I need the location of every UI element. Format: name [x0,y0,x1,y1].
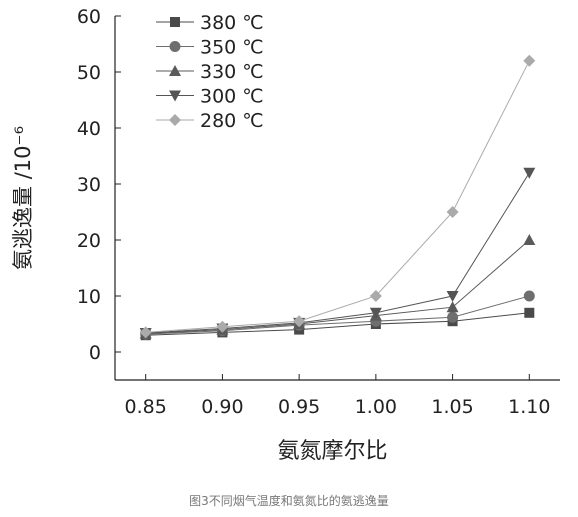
y-tick-label: 30 [77,174,101,196]
y-tick-label: 20 [77,230,101,252]
series-4 [139,54,536,339]
y-tick-label: 40 [77,118,101,140]
data-point [446,291,459,302]
series-line [145,239,530,335]
legend-item: 280 ℃ [156,110,264,132]
axes: 0 10 20 30 40 50 60 0.85 0.90 0.95 1.00 1.05 1.10 氨氮摩… [11,6,560,464]
x-tick-label: 1.05 [431,396,473,418]
legend-item: 330 ℃ [156,61,264,83]
figure-caption: 图3不同烟气温度和氨氮比的氨逃逸量 [189,494,389,508]
y-tick-label: 0 [89,342,101,364]
legend-marker [169,41,181,52]
series-line [145,312,530,336]
data-point [523,167,536,179]
data-point [293,315,306,328]
legend-label: 280 ℃ [200,110,264,132]
data-point [446,301,459,313]
y-axis-label: 氨逃逸量 /10⁻⁶ [11,126,35,270]
x-axis-label: 氨氮摩尔比 [277,439,387,464]
x-tick-label: 1.10 [508,396,550,418]
y-tick-label: 60 [77,6,101,28]
legend-item: 350 ℃ [156,37,264,59]
data-point [216,320,229,333]
legend-marker [170,17,180,27]
legend-label: 380 ℃ [200,12,264,34]
x-tick-label: 0.85 [125,396,167,418]
y-tick-label: 10 [77,286,101,308]
series-line [145,60,530,333]
legend-marker [169,65,181,76]
data-point [369,307,382,319]
data-point [139,326,152,339]
legend-label: 300 ℃ [200,86,264,108]
data-point [523,54,536,67]
data-point [446,206,459,218]
legend-item: 300 ℃ [156,86,264,108]
legend-marker [169,90,181,102]
legend-marker [169,114,181,126]
series-3 [139,167,536,339]
series-line [145,172,530,334]
data-point [447,311,459,323]
data-point [523,290,535,302]
y-tick-label: 50 [77,62,101,84]
x-tick-label: 0.95 [278,396,320,418]
legend-label: 350 ℃ [200,37,264,59]
x-tick-label: 0.90 [201,396,243,418]
legend-item: 380 ℃ [156,12,264,34]
x-tick-label: 1.00 [355,396,397,418]
series-0 [140,307,535,341]
data-point [524,307,535,318]
series-line [145,295,530,335]
series-1 [140,290,535,340]
series-layer [139,54,536,341]
data-point [523,234,536,245]
legend-label: 330 ℃ [200,61,264,83]
data-point [369,290,382,302]
